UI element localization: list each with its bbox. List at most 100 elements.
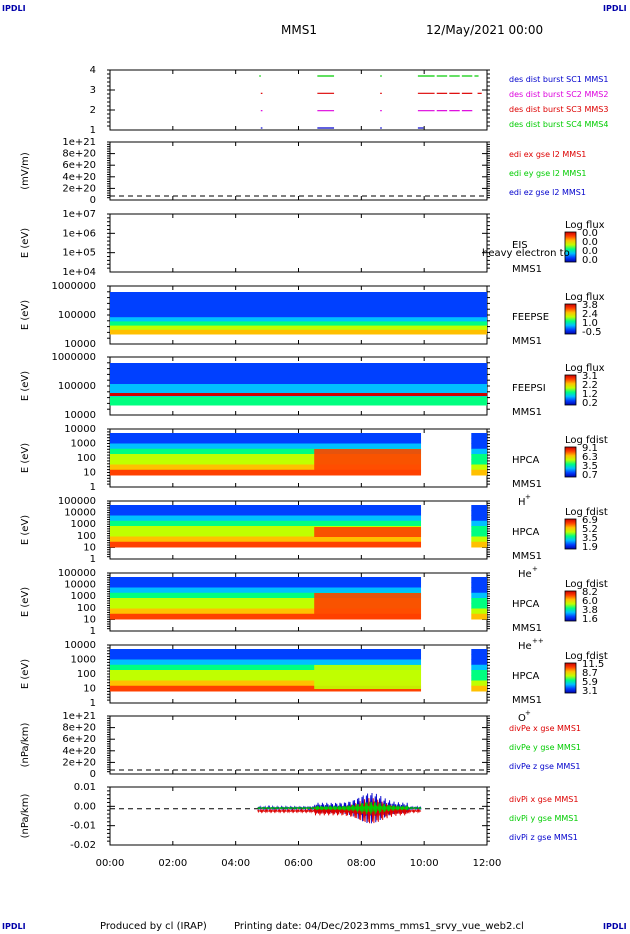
spacecraft-label: MMS1 [512,623,542,634]
spectrogram-cell [110,659,422,666]
legend-entry: des dist burst SC3 MMS3 [509,105,608,114]
y-tick-label: 4 [90,65,96,76]
panel-frame [109,69,488,131]
colorbar-tick-label: 3.5 [582,533,598,544]
spectrogram-cell [110,654,422,660]
spectrogram-cell [110,375,487,381]
colorbar-tick-label: 0.0 [582,246,598,257]
spectrogram-cell [110,329,487,335]
y-axis-label: E (eV) [20,228,31,258]
y-tick-label: 10000 [64,508,96,519]
y-axis-label: (nPa/km) [20,794,31,839]
y-tick-label: 2e+20 [62,183,96,194]
spectrogram-cell [110,510,422,516]
spectrogram-cell [110,396,487,402]
colorbar-tick-label: 5.2 [582,524,598,535]
colorbar-tick-label: 6.9 [582,515,598,526]
x-tick-label: 02:00 [158,858,187,869]
y-tick-label: 10 [83,542,96,553]
colorbar-tick-label: 3.8 [582,300,598,311]
spectrogram-cell [110,680,422,687]
colorbar-tick-label: 2.2 [582,380,598,391]
spectrogram-cell [471,675,487,681]
colorbar-tick-label: 3.1 [582,686,598,697]
legend-entry: divPi z gse MMS1 [509,833,578,842]
spectrogram-cell [110,400,487,406]
spacecraft-label: MMS1 [512,551,542,562]
footer-producer: Produced by cl (IRAP) [100,921,207,932]
y-tick-label: 1 [90,698,96,709]
colorbar-title: Log flux [565,363,605,374]
y-axis-label: E (eV) [20,300,31,330]
y-axis-label: E (eV) [20,659,31,689]
spectrogram-cell [471,670,487,676]
spectrogram-cell [110,469,422,476]
colorbar-title: Log fdist [565,579,608,590]
spectrogram-cell [110,608,422,615]
spectrogram-cell [471,577,487,583]
spectrogram-cell [110,685,422,692]
spectrogram-burst [314,449,422,473]
y-tick-label: 1000 [71,519,96,530]
spectrogram-cell [471,664,487,671]
panel-frame [109,786,488,846]
spectrogram-cell [110,613,422,620]
y-tick-label: 100000 [58,496,96,507]
colorbar-tick-label: 9.1 [582,443,598,454]
colorbar-tick-label: 0.0 [582,237,598,248]
spectrogram-cell [471,541,487,548]
footer-print-date: Printing date: 04/Dec/2023 [234,921,370,932]
spectrogram-cell [110,363,487,368]
corner-mark-br: IPDLI [603,922,627,931]
spectrogram-cell [110,670,422,676]
spacecraft-label: MMS1 [512,336,542,347]
spectrogram-cell [110,541,422,548]
species-label: He [518,569,532,580]
panel-frame [109,141,488,201]
y-tick-label: 2e+20 [62,757,96,768]
spectrogram-cell [471,680,487,687]
spectrogram-cell [471,613,487,620]
y-tick-label: 10000 [64,580,96,591]
spectrogram-burst [314,665,422,689]
spacecraft-label: MMS1 [512,479,542,490]
colorbar-tick-label: 0.0 [582,228,598,239]
spacecraft-label: MMS1 [512,264,542,275]
y-tick-label: 1 [90,125,96,136]
spectrogram-cell [110,296,487,301]
spectrogram-cell [110,592,422,599]
y-tick-label: 4e+20 [62,746,96,757]
y-tick-label: 1e+21 [62,711,96,722]
panel-frame [109,213,488,273]
y-tick-label: 10000 [64,339,96,350]
spectrogram-cell [110,371,487,377]
species-charge: + [525,493,531,501]
legend-entry: divPe x gse MMS1 [509,724,581,733]
y-tick-label: 100 [77,453,96,464]
y-tick-label: 6e+20 [62,734,96,745]
colorbar-tick-label: 1.0 [582,318,598,329]
spectrogram-cell [110,649,422,655]
y-tick-label: 100 [77,669,96,680]
colorbar-title: Log fdist [565,651,608,662]
y-axis-label: E (eV) [20,443,31,473]
spectrogram-cell [110,515,422,522]
instrument-label: HPCA [512,455,540,466]
spectrogram-cell [471,608,487,615]
colorbar [564,518,577,550]
corner-mark-bl: IPDLI [2,922,26,931]
y-tick-label: 100000 [58,310,96,321]
colorbar-tick-label: 3.1 [582,371,598,382]
y-tick-label: 1e+04 [62,267,96,278]
spectrogram-burst [314,527,422,537]
colorbar-tick-label: 5.9 [582,677,598,688]
legend-entry: des dist burst SC2 MMS2 [509,90,608,99]
legend-entry: divPi y gse MMS1 [509,814,578,823]
y-tick-label: 8e+20 [62,149,96,160]
colorbar-title: Log flux [565,220,605,231]
spectrogram-cell [110,313,487,318]
spectrogram-cell [110,505,422,511]
colorbar-title: Log fdist [565,507,608,518]
spectrogram-cell [110,367,487,372]
